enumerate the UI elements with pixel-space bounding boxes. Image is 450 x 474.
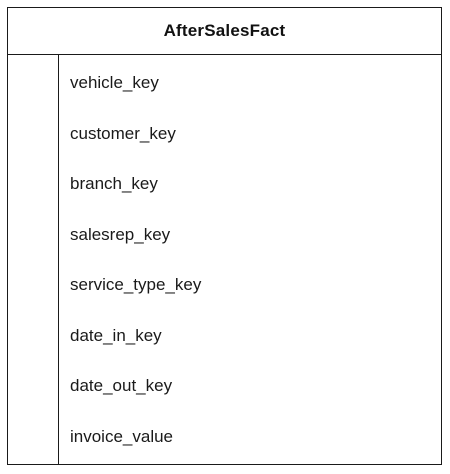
entity-header[interactable]: AfterSalesFact (8, 8, 441, 55)
key-column (8, 55, 59, 464)
field-row[interactable]: branch_key (70, 174, 158, 194)
field-row[interactable]: service_type_key (70, 275, 202, 295)
field-row[interactable]: customer_key (70, 123, 176, 143)
entity-table-aftersalesfact[interactable]: AfterSalesFact vehicle_key customer_key … (7, 7, 442, 465)
field-row[interactable]: salesrep_key (70, 224, 171, 244)
field-row[interactable]: invoice_value (70, 426, 174, 446)
entity-title: AfterSalesFact (163, 21, 286, 40)
field-list: vehicle_key customer_key branch_key sale… (70, 58, 201, 462)
field-row[interactable]: date_in_key (70, 325, 162, 345)
field-row[interactable]: vehicle_key (70, 73, 159, 93)
field-row[interactable]: date_out_key (70, 376, 173, 396)
